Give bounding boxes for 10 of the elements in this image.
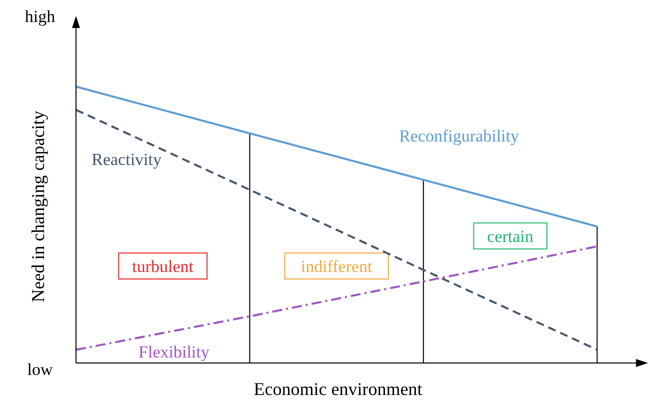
annotation: indifferent <box>300 257 373 276</box>
series-label: Reactivity <box>92 150 162 170</box>
annotation: turbulent <box>132 257 194 276</box>
x-axis-title: Economic environment <box>254 379 422 399</box>
text: low <box>27 360 54 379</box>
text: high <box>24 6 56 26</box>
series-label: Flexibility <box>138 342 210 362</box>
annotation: certain <box>487 226 534 246</box>
series-label: Reconfigurability <box>399 126 520 146</box>
y-axis-title: Need in changing capacity <box>28 110 48 302</box>
